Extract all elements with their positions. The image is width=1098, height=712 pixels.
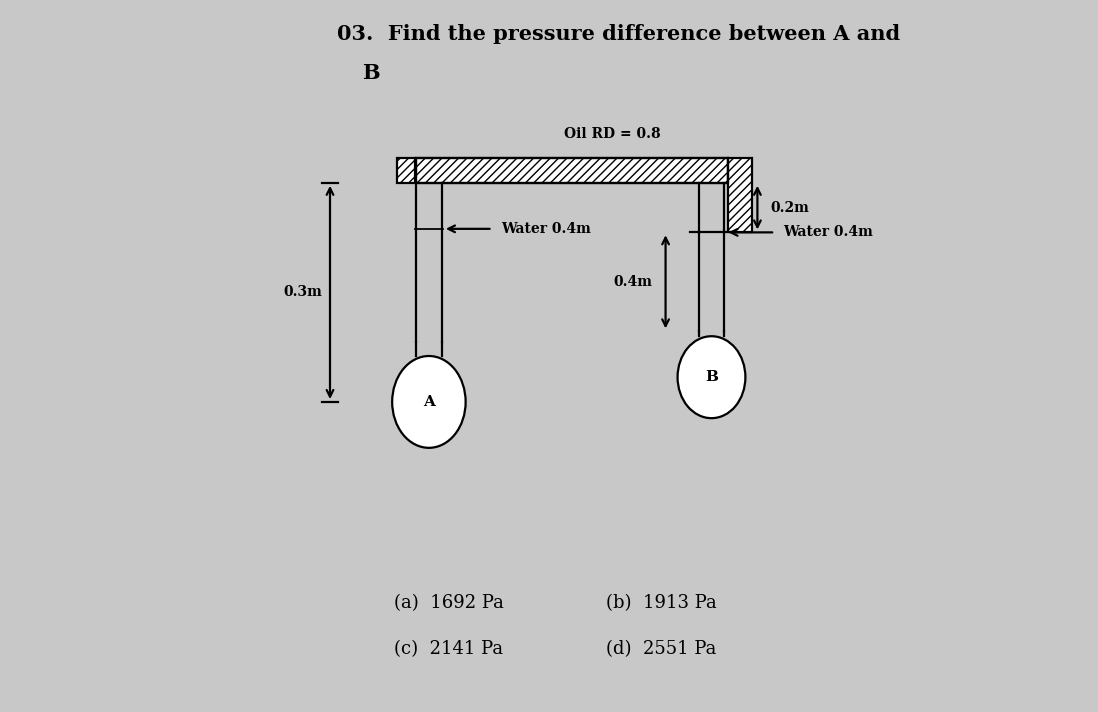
Text: Water 0.4m: Water 0.4m — [501, 222, 591, 236]
Text: 0.4m: 0.4m — [614, 275, 653, 289]
Text: 0.2m: 0.2m — [770, 201, 809, 214]
Ellipse shape — [392, 356, 466, 448]
Bar — [416, 158, 728, 183]
Text: 03.  Find the pressure difference between A and: 03. Find the pressure difference between… — [337, 24, 900, 44]
Text: (b)  1913 Pa: (b) 1913 Pa — [605, 595, 716, 612]
Bar — [728, 158, 752, 232]
Text: 0.3m: 0.3m — [283, 286, 323, 300]
Bar — [397, 158, 415, 183]
Text: (d)  2551 Pa: (d) 2551 Pa — [605, 640, 716, 658]
Text: Water 0.4m: Water 0.4m — [784, 226, 873, 239]
Ellipse shape — [677, 336, 746, 418]
Text: B: B — [362, 63, 380, 83]
Text: B: B — [705, 370, 718, 384]
Text: A: A — [423, 395, 435, 409]
Text: (c)  2141 Pa: (c) 2141 Pa — [393, 640, 503, 658]
Bar — [416, 158, 728, 183]
Text: (a)  1692 Pa: (a) 1692 Pa — [393, 595, 504, 612]
Text: Oil RD = 0.8: Oil RD = 0.8 — [564, 127, 661, 140]
Bar — [397, 158, 415, 183]
Bar — [728, 158, 752, 232]
